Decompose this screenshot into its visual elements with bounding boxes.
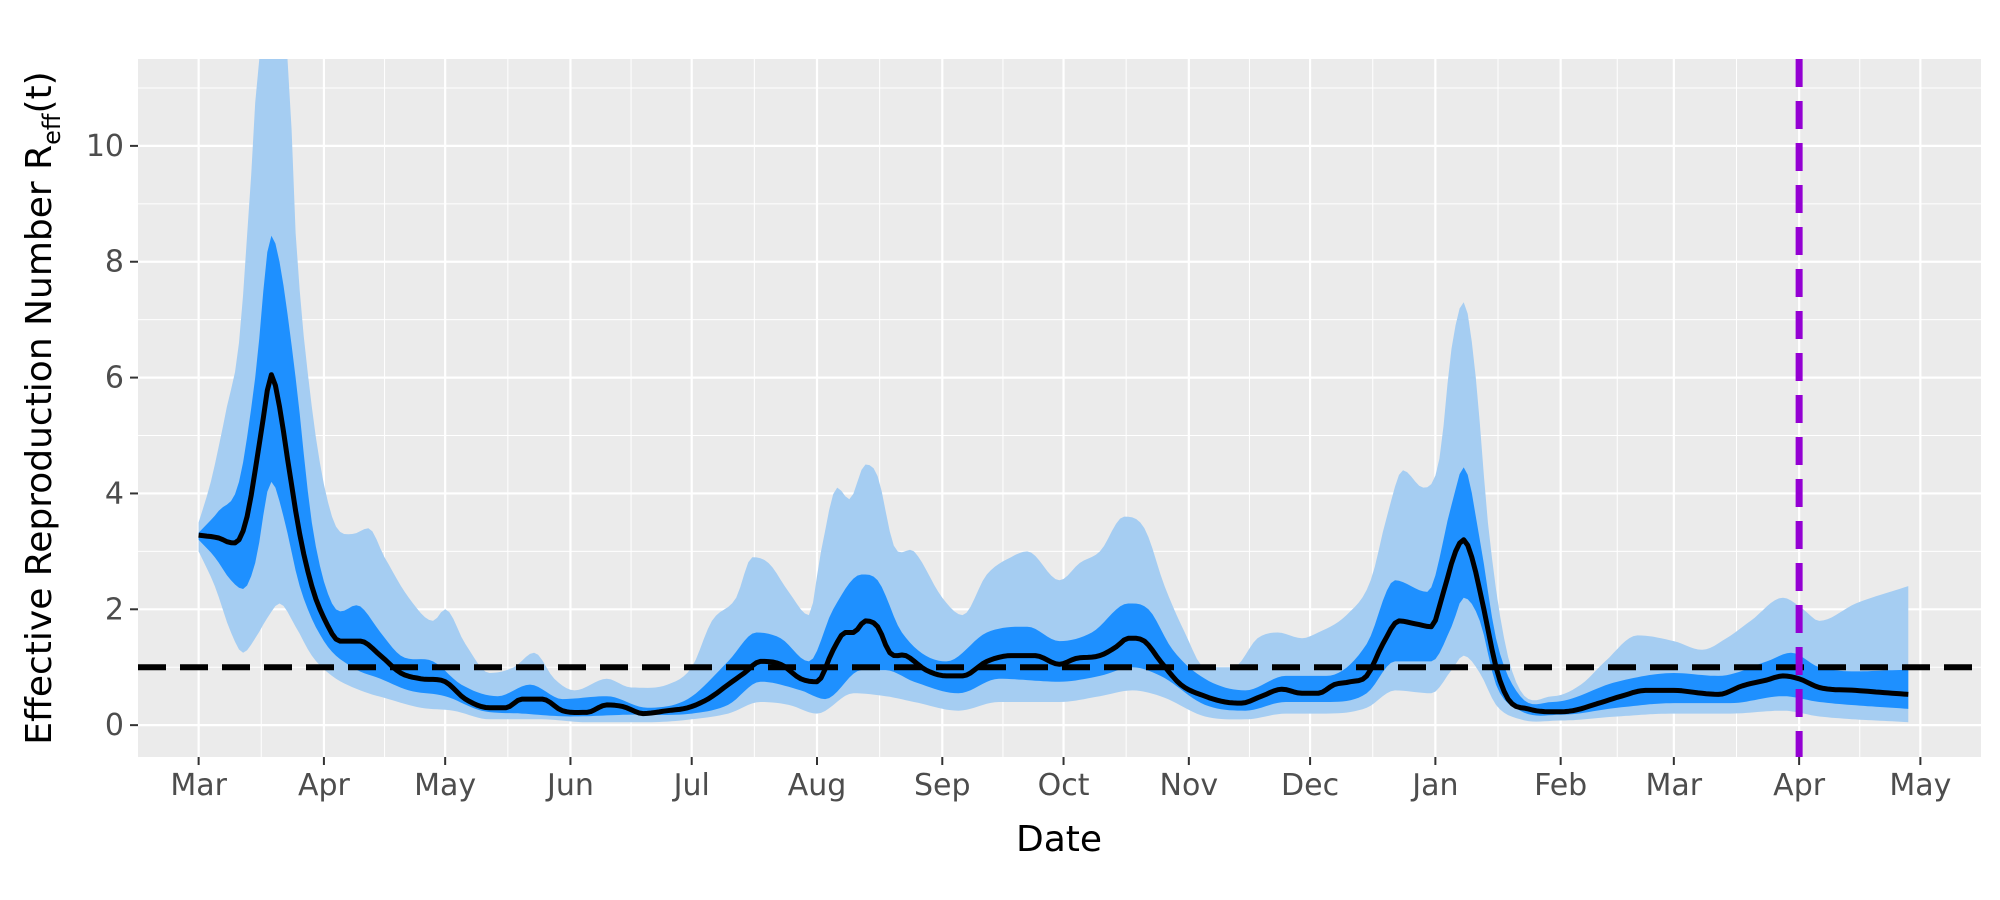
x-tick-label: Apr [1773, 768, 1826, 803]
x-tick-label: Aug [788, 768, 847, 803]
y-tick-label: 10 [86, 129, 124, 164]
y-axis-title-main: Effective Reproduction Number R [19, 145, 60, 745]
x-tick-label: Nov [1160, 768, 1219, 803]
x-tick-label: Jan [1410, 768, 1458, 803]
x-tick-label: Apr [298, 768, 351, 803]
x-tick-label: May [414, 768, 476, 803]
x-axis-title: Date [1016, 819, 1102, 860]
x-tick-label: Feb [1534, 768, 1587, 803]
y-axis: 0 2 4 6 8 10 [86, 129, 138, 743]
x-tick-label: Jul [672, 768, 710, 803]
y-tick-label: 0 [105, 708, 124, 743]
x-tick-label: Jun [545, 768, 594, 803]
median-r-line [198, 372, 1909, 717]
x-tick-label: Mar [1646, 768, 1703, 803]
y-tick-label: 6 [105, 361, 124, 396]
y-tick-label: 4 [105, 476, 124, 511]
y-tick-label: 8 [105, 245, 124, 280]
y-tick-label: 2 [105, 592, 124, 627]
x-tick-label: Oct [1038, 768, 1090, 803]
y-axis-title: Effective Reproduction Number Reff(t) [19, 71, 66, 744]
x-tick-label: May [1889, 768, 1951, 803]
x-tick-label: Dec [1281, 768, 1339, 803]
x-tick-label: Mar [170, 768, 227, 803]
x-tick-label: Sep [914, 768, 971, 803]
y-axis-title-subscript: eff [38, 113, 66, 145]
y-axis-title-tail: (t) [19, 71, 60, 113]
x-axis: Mar Apr May Jun Jul Aug Sep Oct Nov Dec Jan Feb Mar A… [170, 757, 1951, 803]
